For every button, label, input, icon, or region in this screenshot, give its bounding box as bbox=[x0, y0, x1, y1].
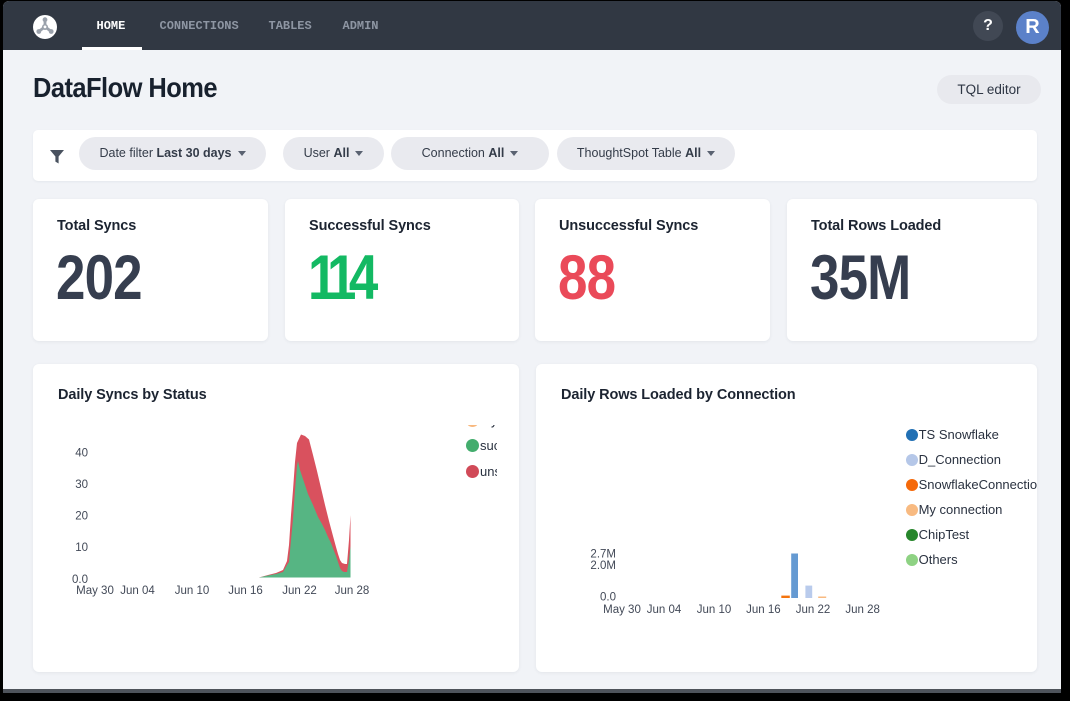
svg-text:Jun 28: Jun 28 bbox=[845, 604, 880, 616]
svg-text:40: 40 bbox=[75, 448, 88, 460]
svg-text:20: 20 bbox=[75, 511, 88, 523]
svg-text:2.7M: 2.7M bbox=[590, 549, 616, 561]
svg-text:Jun 16: Jun 16 bbox=[228, 585, 263, 597]
svg-text:2.0M: 2.0M bbox=[590, 560, 616, 572]
svg-text:Jun 04: Jun 04 bbox=[647, 604, 682, 616]
svg-text:30: 30 bbox=[75, 479, 88, 491]
svg-text:Jun 16: Jun 16 bbox=[746, 604, 781, 616]
svg-text:Jun 10: Jun 10 bbox=[697, 604, 732, 616]
svg-text:May 30: May 30 bbox=[76, 585, 114, 597]
svg-text:May 30: May 30 bbox=[603, 604, 641, 616]
svg-text:0.0: 0.0 bbox=[600, 592, 616, 604]
svg-text:Jun 10: Jun 10 bbox=[175, 585, 210, 597]
svg-text:10: 10 bbox=[75, 542, 88, 554]
svg-text:Jun 22: Jun 22 bbox=[282, 585, 317, 597]
svg-text:0.0: 0.0 bbox=[72, 574, 88, 586]
svg-text:Jun 28: Jun 28 bbox=[335, 585, 370, 597]
svg-text:Jun 22: Jun 22 bbox=[796, 604, 831, 616]
svg-text:Jun 04: Jun 04 bbox=[120, 585, 155, 597]
